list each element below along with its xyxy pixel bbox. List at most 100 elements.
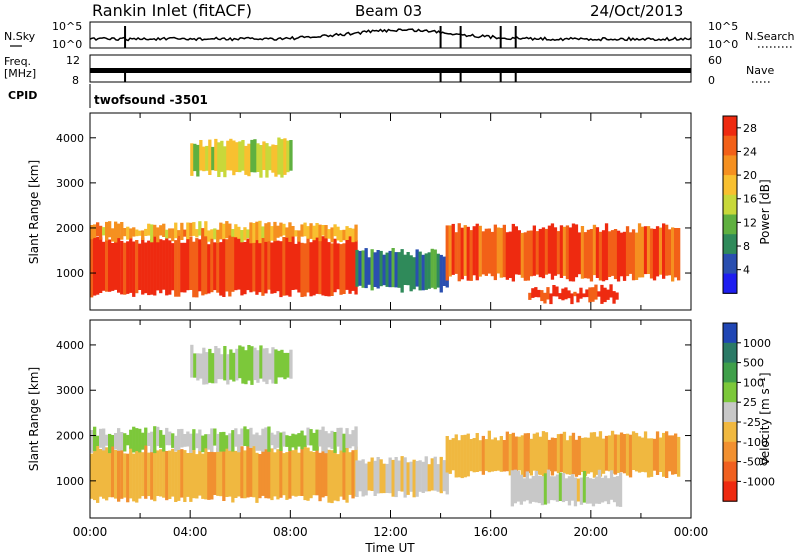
x-tick-label: 08:00 xyxy=(273,525,308,539)
colorbar-tick-label: 500 xyxy=(743,357,764,370)
heatmap-cell xyxy=(424,253,428,290)
heatmap-cell xyxy=(183,450,187,502)
heatmap-cell xyxy=(123,242,127,295)
heatmap-cell xyxy=(207,434,211,450)
heatmap-cell xyxy=(586,229,591,279)
heatmap-cell xyxy=(246,229,250,239)
heatmap-cell xyxy=(312,225,316,241)
heatmap-cell xyxy=(354,224,358,242)
heatmap-cell xyxy=(135,229,139,237)
y-tick-label: 1000 xyxy=(56,267,84,280)
heatmap-cell xyxy=(547,225,552,274)
noise-panel xyxy=(89,21,692,49)
heatmap-cell xyxy=(93,426,97,452)
heatmap-cell xyxy=(189,433,193,453)
heatmap-cell xyxy=(159,239,163,294)
heatmap-cell xyxy=(144,427,148,446)
heatmap-cell xyxy=(195,433,199,449)
heatmap-cell xyxy=(286,140,290,173)
heatmap-cell xyxy=(141,452,145,497)
heatmap-cell xyxy=(594,476,599,504)
colorbar-swatch xyxy=(723,155,737,176)
heatmap-cell xyxy=(567,476,572,506)
heatmap-cell xyxy=(183,434,187,447)
heatmap-cell xyxy=(555,474,560,502)
heatmap-cell xyxy=(220,140,224,172)
heatmap-cell xyxy=(321,236,325,296)
freq-panel xyxy=(89,54,692,83)
heatmap-cell xyxy=(342,243,346,294)
heatmap-cell xyxy=(126,434,130,446)
heatmap-cell xyxy=(267,239,271,290)
heatmap-cell xyxy=(481,435,485,475)
colorbar-swatch xyxy=(723,362,737,383)
x-axis-label: Time UT xyxy=(364,541,415,554)
y-tick-label: 1000 xyxy=(56,475,84,488)
heatmap-cell xyxy=(135,240,139,294)
heatmap-cell xyxy=(189,236,193,290)
freq-trace xyxy=(90,68,691,73)
heatmap-cell xyxy=(147,223,151,236)
heatmap-cell xyxy=(210,446,214,500)
heatmap-cell xyxy=(306,447,310,501)
heatmap-cell xyxy=(208,139,212,175)
heatmap-cell xyxy=(114,237,118,290)
heatmap-cell xyxy=(183,242,187,293)
heatmap-cell xyxy=(345,226,349,240)
heatmap-cell xyxy=(129,237,133,293)
heatmap-cell xyxy=(202,347,206,385)
heatmap-cell xyxy=(345,446,349,503)
heatmap-cell xyxy=(252,434,256,447)
heatmap-cell xyxy=(237,444,241,497)
heatmap-cell xyxy=(597,469,602,504)
heatmap-cell xyxy=(358,250,362,286)
heatmap-cell xyxy=(225,239,229,292)
freq-spikes xyxy=(124,68,517,82)
heatmap-cell xyxy=(436,464,440,492)
freq-tick-top: 12 xyxy=(66,54,80,67)
heatmap-cell xyxy=(303,243,307,297)
heatmap-cell xyxy=(318,224,322,242)
heatmap-cell xyxy=(615,476,620,507)
heatmap-cell xyxy=(327,229,331,239)
heatmap-cell xyxy=(207,244,211,294)
heatmap-cell xyxy=(526,230,530,281)
heatmap-cell xyxy=(111,435,115,447)
heatmap-cell xyxy=(370,249,374,291)
heatmap-cell xyxy=(276,431,280,448)
power-colorbar-label: Power [dB] xyxy=(758,179,772,244)
heatmap-cell xyxy=(193,353,197,378)
noise-spikes xyxy=(124,26,517,48)
heatmap-cell xyxy=(606,478,611,505)
heatmap-cell xyxy=(520,435,524,478)
heatmap-cell xyxy=(607,231,612,277)
heatmap-cell xyxy=(190,344,194,378)
heatmap-cell xyxy=(439,254,443,293)
heatmap-cell xyxy=(505,431,509,472)
heatmap-cell xyxy=(288,222,292,242)
heatmap-cell xyxy=(225,221,229,239)
heatmap-cell xyxy=(256,350,260,383)
heatmap-cell xyxy=(246,429,250,447)
heatmap-cell xyxy=(141,230,145,240)
heatmap-cell xyxy=(90,453,94,499)
heatmap-cell xyxy=(168,240,172,295)
heatmap-cell xyxy=(150,224,154,243)
heatmap-cell xyxy=(144,228,148,236)
heatmap-cell xyxy=(144,242,148,294)
heatmap-cell xyxy=(493,437,497,472)
x-tick-label: 20:00 xyxy=(574,525,609,539)
heatmap-cell xyxy=(270,448,274,501)
heatmap-cell xyxy=(600,477,605,503)
heatmap-cell xyxy=(177,230,181,236)
heatmap-cell xyxy=(138,444,142,499)
heatmap-cell xyxy=(364,463,368,496)
heatmap-cell xyxy=(607,435,612,472)
heatmap-cell xyxy=(394,252,398,288)
heatmap-cell xyxy=(228,433,232,451)
heatmap-cell xyxy=(342,229,346,241)
heatmap-cell xyxy=(415,461,419,497)
heatmap-cell xyxy=(537,289,541,298)
heatmap-cell xyxy=(223,346,227,381)
heatmap-cell xyxy=(655,226,660,277)
